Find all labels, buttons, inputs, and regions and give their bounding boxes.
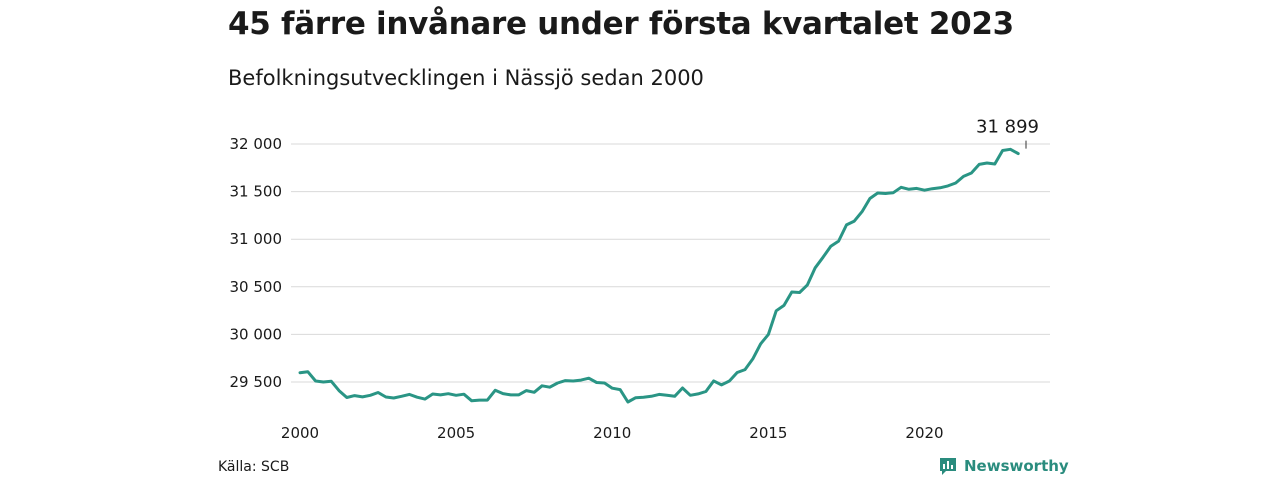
x-tick-label: 2000 — [281, 424, 319, 442]
series-line — [298, 147, 1020, 404]
x-tick-label: 2010 — [593, 424, 631, 442]
x-tick-label: 2020 — [905, 424, 943, 442]
x-tick-label: 2015 — [749, 424, 787, 442]
y-tick-label: 29 500 — [230, 373, 283, 391]
chart-title: 45 färre invånare under första kvartalet… — [228, 6, 1014, 42]
newsworthy-logo-icon — [940, 458, 956, 475]
y-tick-label: 31 000 — [230, 230, 283, 248]
y-tick-label: 31 500 — [230, 183, 283, 201]
brand-logo: Newsworthy — [938, 456, 1069, 476]
x-tick-labels: 2000 2005 2010 2015 2020 — [281, 424, 944, 442]
x-tick-label: 2005 — [437, 424, 475, 442]
y-tick-label: 32 000 — [230, 135, 283, 153]
grid-layer — [291, 143, 1050, 383]
y-tick-label: 30 500 — [230, 278, 283, 296]
chart-subtitle: Befolkningsutvecklingen i Nässjö sedan 2… — [228, 66, 704, 90]
source-label: Källa: SCB — [218, 459, 290, 475]
annotation-label: 31 899 — [976, 117, 1039, 138]
y-tick-label: 30 000 — [230, 325, 283, 343]
y-tick-labels: 29 500 30 000 30 500 31 000 31 500 32 000 — [230, 135, 283, 391]
brand-name: Newsworthy — [964, 457, 1069, 475]
